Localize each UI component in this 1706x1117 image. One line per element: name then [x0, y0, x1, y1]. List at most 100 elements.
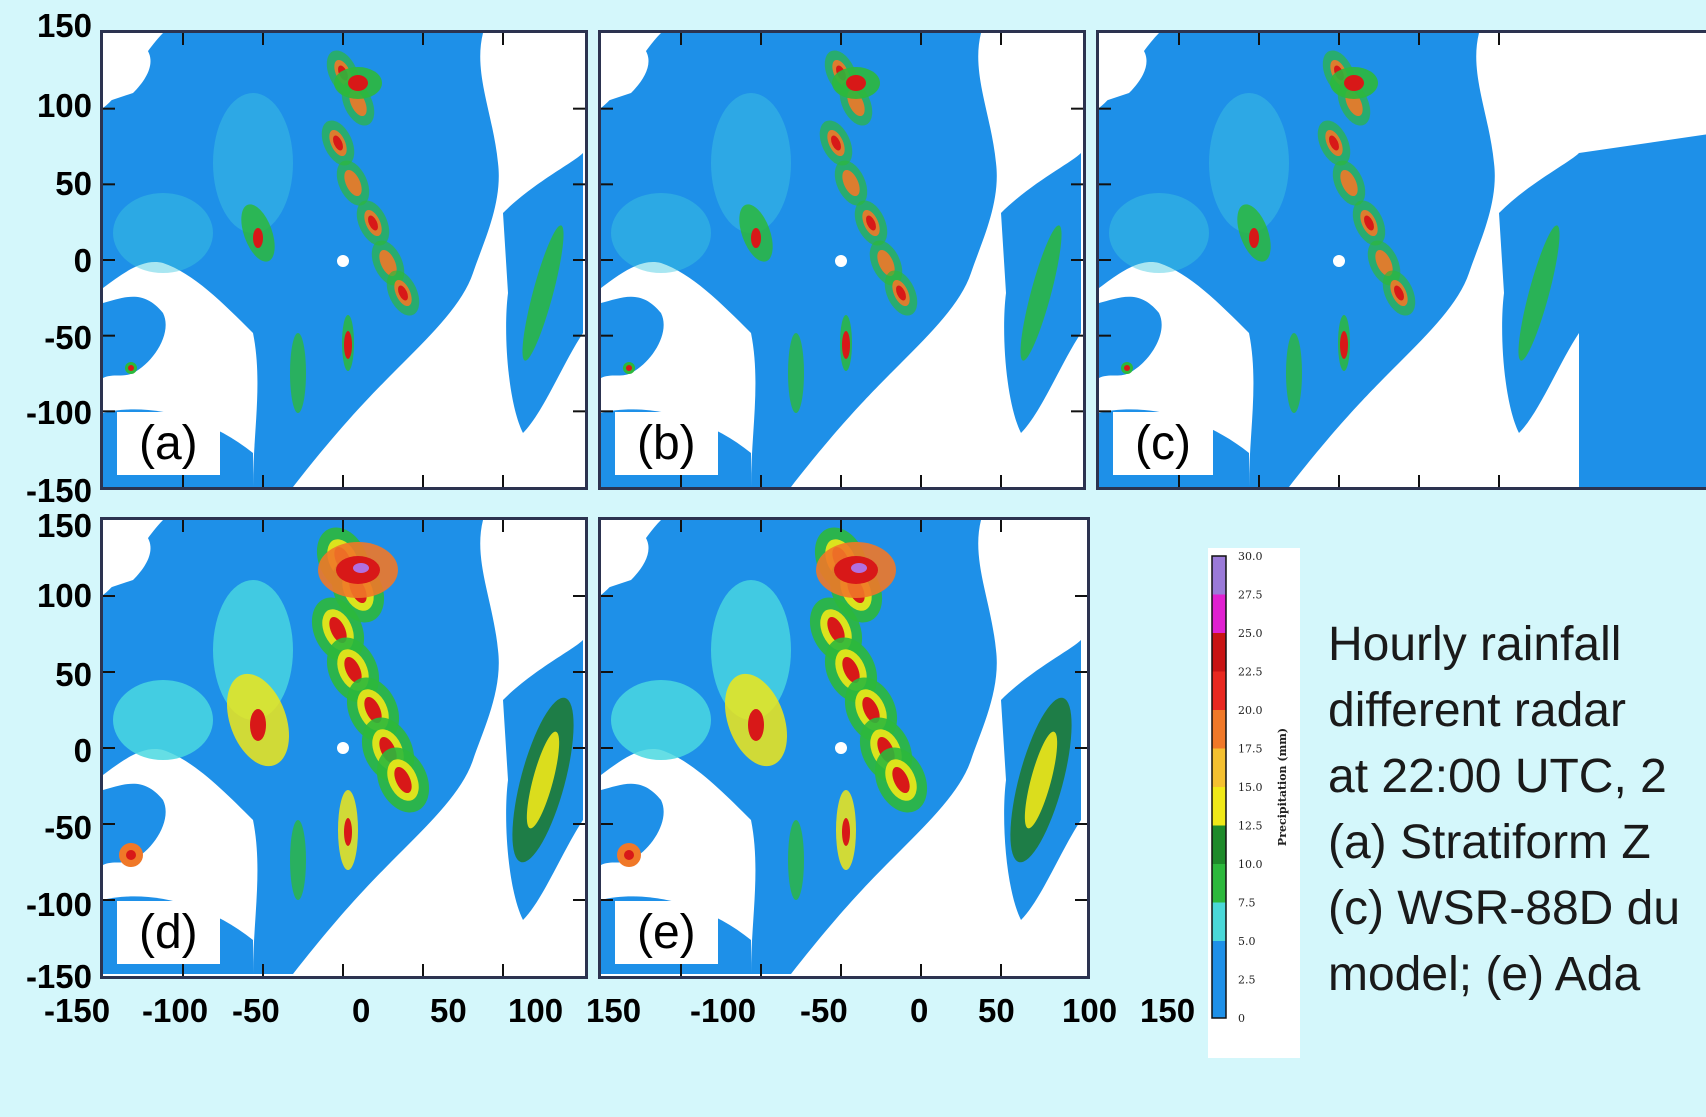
colorbar-tick-label: 22.5	[1238, 666, 1263, 679]
caption-line: different radar	[1328, 684, 1626, 737]
colorbar-scale: 30.0 27.5 25.0 22.5 20.0 17.5 15.0 12.5 10.0 7.5 5…	[1211, 550, 1289, 1025]
rain-field	[103, 33, 583, 487]
band	[1109, 193, 1209, 273]
cell-peak	[333, 135, 343, 151]
cell-isolated-core	[626, 365, 632, 371]
y-tick-label: -150	[25, 958, 92, 995]
cell-south	[788, 820, 804, 900]
cell-core	[1340, 169, 1358, 197]
cell-peak	[862, 696, 880, 724]
y-tick-label: -150	[25, 472, 92, 509]
cell-south	[290, 333, 306, 413]
cell-peak	[866, 215, 876, 231]
coverage-far-east	[1579, 134, 1706, 487]
cell-north-peak	[353, 563, 369, 573]
x-tick-label: 0	[352, 992, 371, 1029]
cell-north-core	[846, 75, 866, 91]
band	[711, 93, 791, 233]
cell-isolated-core	[1124, 365, 1130, 371]
x-tick-label: -100	[690, 992, 757, 1029]
colorbar-tick-label: 17.5	[1238, 743, 1263, 756]
cell-west-core	[748, 709, 764, 741]
colorbar-segment	[1212, 671, 1226, 710]
rain-field	[601, 33, 1081, 487]
caption-line: at 22:00 UTC, 2	[1328, 750, 1667, 803]
x-tick-label: -50	[800, 992, 848, 1029]
y-tick-label: 50	[55, 165, 92, 202]
colorbar-segment	[1212, 787, 1226, 826]
y-tick-label: -100	[25, 886, 92, 923]
colorbar-label: Precipitation (mm)	[1276, 728, 1289, 846]
gap-nw	[601, 520, 649, 590]
colorbar-tick-label: 15.0	[1238, 781, 1263, 794]
colorbar-tick-label: 0	[1238, 1012, 1245, 1025]
colorbar-tick-label: 20.0	[1238, 704, 1263, 717]
cell-south-core	[842, 818, 850, 846]
radar-site	[1333, 255, 1345, 267]
panel-label: (a)	[117, 412, 220, 475]
cell-north-core	[1344, 75, 1364, 91]
cell-west-core	[250, 709, 266, 741]
coverage-main	[601, 520, 997, 974]
radar-site	[835, 742, 847, 754]
colorbar-segment	[1212, 748, 1226, 787]
colorbar-tick-label: 27.5	[1238, 589, 1263, 602]
cell-south	[1286, 333, 1302, 413]
cell-peak	[1364, 215, 1374, 231]
colorbar-segment	[1212, 825, 1226, 864]
coverage-main	[103, 33, 499, 487]
x-tick-label: 0	[910, 992, 929, 1029]
caption-line: model; (e) Ada	[1328, 948, 1641, 1001]
x-tick-label: 150	[586, 992, 642, 1029]
cell-east	[522, 225, 564, 361]
panel-d: (d)	[100, 517, 588, 979]
y-tick-label: -100	[25, 394, 92, 431]
cell-east	[1518, 225, 1560, 361]
colorbar-segment	[1212, 979, 1226, 1018]
gap-nw	[1099, 33, 1147, 103]
colorbar-tick-label: 7.5	[1238, 897, 1256, 910]
cell-south-core	[344, 331, 352, 359]
cell-south-core	[344, 818, 352, 846]
cell-east-core	[526, 731, 560, 829]
band	[113, 193, 213, 273]
colorbar-tick-label: 25.0	[1238, 627, 1263, 640]
cell-peak	[831, 135, 841, 151]
band	[1209, 93, 1289, 233]
precip-map	[103, 520, 585, 976]
y-tick-label: 100	[36, 87, 92, 124]
x-tick-label: 50	[978, 992, 1015, 1029]
precip-map	[103, 33, 585, 487]
panel-b: (b)	[598, 30, 1086, 490]
band	[611, 680, 711, 760]
colorbar-segment	[1212, 556, 1226, 595]
colorbar-segment	[1212, 902, 1226, 941]
y-tick-label: 100	[36, 577, 92, 614]
cell-isolated-core	[624, 850, 634, 860]
coverage-west	[601, 783, 664, 865]
colorbar-segment	[1212, 633, 1226, 672]
band	[213, 93, 293, 233]
cell-west-core	[253, 228, 263, 248]
radar-site	[835, 255, 847, 267]
cell-peak	[896, 285, 906, 301]
coverage-west	[103, 296, 166, 378]
y-tick-label: 50	[55, 656, 92, 693]
x-tick-label: -100	[142, 992, 209, 1029]
coverage-main	[1099, 33, 1495, 487]
cell-core	[1375, 249, 1393, 277]
cell-peak	[398, 285, 408, 301]
cell-north-peak	[851, 563, 867, 573]
colorbar-tick-label: 10.0	[1238, 858, 1263, 871]
cell-south	[290, 820, 306, 900]
panel-a: (a)	[100, 30, 588, 490]
x-tick-label: 100	[1062, 992, 1118, 1029]
y-tick-label: 0	[73, 732, 92, 769]
x-tick-label: 50	[430, 992, 467, 1029]
band	[113, 680, 213, 760]
colorbar: 30.0 27.5 25.0 22.5 20.0 17.5 15.0 12.5 10.0 7.5 5…	[1208, 548, 1300, 1058]
radar-site	[337, 742, 349, 754]
y-tick-label: -50	[44, 319, 92, 356]
cell-east-core	[1024, 731, 1058, 829]
x-tick-label: 150	[1140, 992, 1196, 1029]
